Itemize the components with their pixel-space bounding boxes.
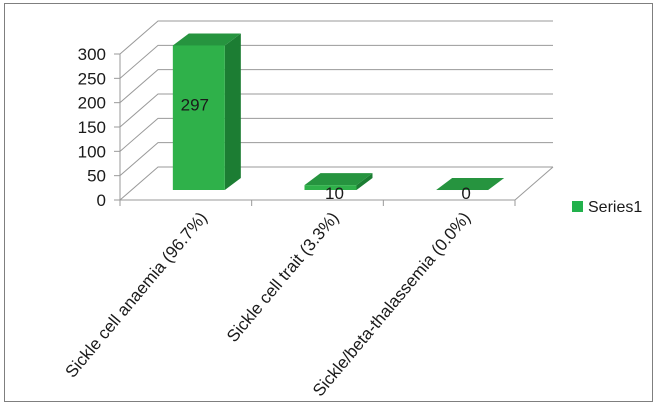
data-label-2: 0 bbox=[461, 184, 470, 203]
bar-2 bbox=[436, 178, 505, 191]
category-label-1: Sickle cell trait (3.3%) bbox=[223, 208, 343, 345]
category-label-2: Sickle/beta-thalassemia (0.0%) bbox=[309, 208, 474, 400]
legend: Series1 bbox=[572, 199, 642, 216]
gridline-300 bbox=[119, 20, 553, 55]
bar-front-1 bbox=[304, 185, 357, 190]
gridline-50 bbox=[119, 142, 553, 177]
bar-0 bbox=[172, 33, 241, 191]
bar-front-0 bbox=[172, 45, 225, 191]
y-tick-label-200: 200 bbox=[78, 94, 106, 113]
gridline-200 bbox=[119, 69, 553, 104]
bar-side-1 bbox=[356, 173, 373, 190]
legend-label-series1: Series1 bbox=[588, 199, 642, 216]
data-label-1: 10 bbox=[325, 184, 344, 203]
bar-1 bbox=[304, 173, 373, 190]
gridline-0 bbox=[119, 166, 553, 201]
grid-layer bbox=[119, 20, 554, 201]
bars-layer bbox=[172, 33, 505, 191]
gridline-150 bbox=[119, 93, 553, 128]
bar-top-1 bbox=[304, 173, 373, 186]
category-label-0: Sickle cell anaemia (96.7%) bbox=[62, 208, 211, 381]
y-tick-label-300: 300 bbox=[78, 45, 106, 64]
y-tick-label-0: 0 bbox=[97, 191, 106, 210]
y-tick-label-100: 100 bbox=[78, 142, 106, 161]
bar-top-2 bbox=[436, 178, 505, 190]
bar-top-0 bbox=[172, 33, 241, 46]
y-tick-label-50: 50 bbox=[87, 167, 106, 186]
legend-swatch-series1 bbox=[572, 201, 583, 212]
y-tick-label-150: 150 bbox=[78, 118, 106, 137]
gridline-100 bbox=[119, 117, 553, 152]
y-tick-label-250: 250 bbox=[78, 69, 106, 88]
gridline-250 bbox=[119, 44, 553, 79]
data-label-0: 297 bbox=[181, 96, 209, 115]
floor-right-edge bbox=[514, 166, 554, 201]
bar-side-0 bbox=[224, 33, 241, 191]
